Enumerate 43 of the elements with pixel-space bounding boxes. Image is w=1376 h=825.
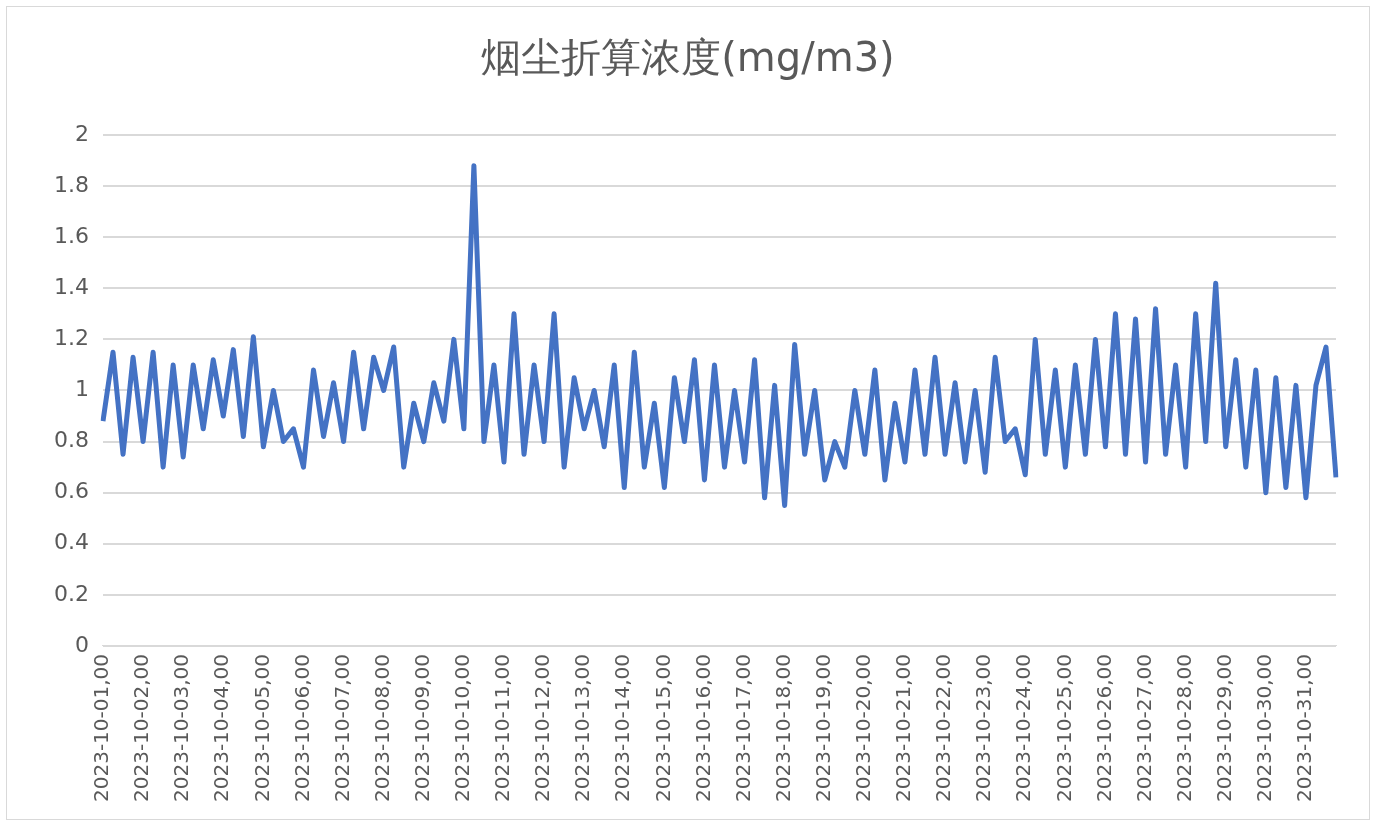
x-tick-label: 2023-10-11,00 (490, 653, 515, 803)
y-tick-label: 1.4 (53, 274, 89, 300)
y-tick-label: 0.8 (53, 427, 89, 453)
x-tick-label: 2023-10-22,00 (931, 653, 956, 803)
x-tick-label: 2023-10-04,00 (209, 653, 234, 803)
x-tick-label: 2023-10-24,00 (1011, 653, 1036, 803)
x-tick-label: 2023-10-06,00 (289, 653, 314, 803)
x-tick-label: 2023-10-18,00 (770, 653, 795, 803)
y-tick-label: 1 (74, 376, 89, 402)
y-tick-label: 0 (74, 631, 89, 657)
y-tick-label: 1.2 (53, 325, 89, 351)
x-tick-label: 2023-10-07,00 (329, 653, 354, 803)
x-tick-label: 2023-10-15,00 (650, 653, 675, 803)
x-tick-label: 2023-10-21,00 (891, 653, 916, 803)
x-tick-label: 2023-10-26,00 (1091, 653, 1116, 803)
x-tick-label: 2023-10-20,00 (851, 653, 876, 803)
x-tick-label: 2023-10-05,00 (249, 653, 274, 803)
x-tick-label: 2023-10-12,00 (530, 653, 555, 803)
x-tick-label: 2023-10-09,00 (409, 653, 434, 803)
chart-title: 烟尘折算浓度(mg/m3) (480, 33, 896, 82)
y-tick-label: 0.2 (53, 580, 89, 606)
x-tick-label: 2023-10-16,00 (690, 653, 715, 803)
x-tick-label: 2023-10-10,00 (450, 653, 475, 803)
x-tick-label: 2023-10-08,00 (369, 653, 394, 803)
x-tick-label: 2023-10-01,00 (89, 653, 114, 803)
x-tick-label: 2023-10-29,00 (1211, 653, 1236, 803)
y-tick-label: 2 (74, 120, 89, 146)
x-tick-label: 2023-10-25,00 (1051, 653, 1076, 803)
x-tick-label: 2023-10-28,00 (1171, 653, 1196, 803)
x-tick-label: 2023-10-30,00 (1252, 653, 1277, 803)
y-tick-label: 0.4 (53, 529, 89, 555)
y-tick-label: 1.6 (53, 222, 89, 248)
x-tick-label: 2023-10-02,00 (129, 653, 154, 803)
y-tick-label: 1.8 (53, 171, 89, 197)
x-tick-label: 2023-10-14,00 (610, 653, 635, 803)
x-tick-label: 2023-10-13,00 (570, 653, 595, 803)
x-tick-label: 2023-10-23,00 (971, 653, 996, 803)
x-tick-label: 2023-10-31,00 (1292, 653, 1317, 803)
x-tick-label: 2023-10-03,00 (169, 653, 194, 803)
x-tick-label: 2023-10-27,00 (1131, 653, 1156, 803)
x-tick-label: 2023-10-17,00 (730, 653, 755, 803)
x-tick-label: 2023-10-19,00 (810, 653, 835, 803)
y-tick-label: 0.6 (53, 478, 89, 504)
